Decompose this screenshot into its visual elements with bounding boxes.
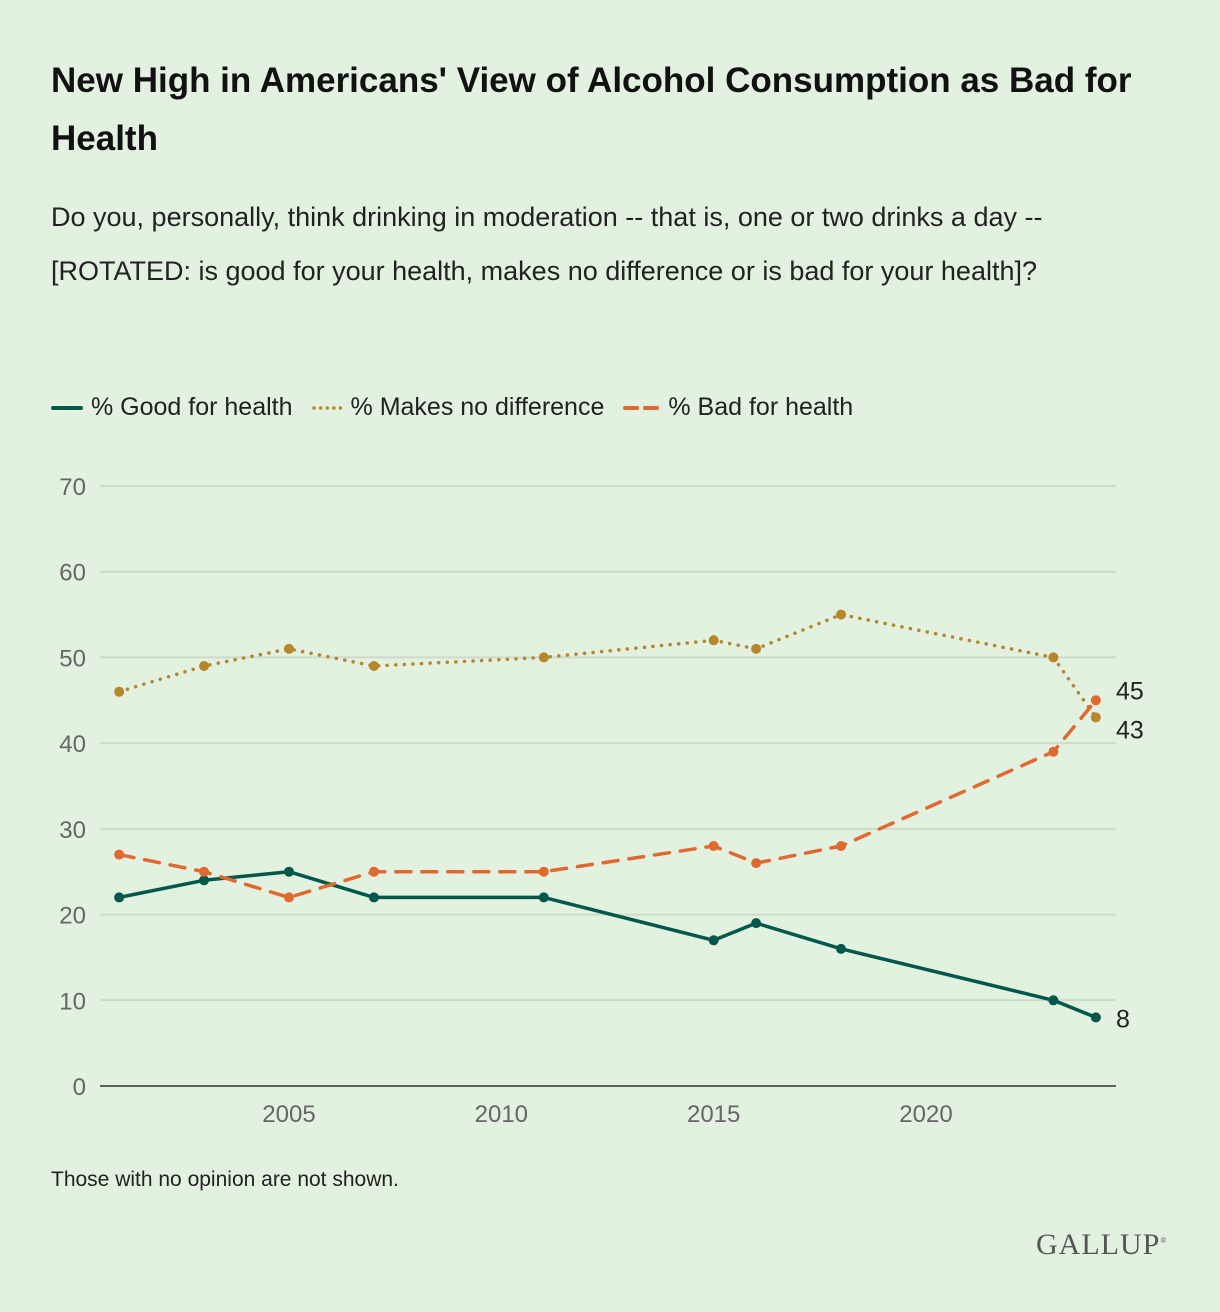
data-point-nodiff [1090, 712, 1101, 723]
y-tick-label: 70 [59, 474, 86, 501]
x-tick-label: 2015 [687, 1101, 740, 1128]
logo-text: GALLUP [1036, 1228, 1161, 1261]
data-point-nodiff [114, 686, 125, 697]
data-point-bad [199, 866, 210, 877]
legend-item-nodiff: % Makes no difference [311, 393, 605, 422]
legend-swatch-good [51, 405, 83, 410]
data-point-bad [751, 858, 762, 869]
data-point-nodiff [708, 635, 719, 646]
data-point-good [751, 918, 762, 929]
chart-title: New High in Americans' View of Alcohol C… [51, 61, 1132, 158]
data-point-nodiff [368, 661, 379, 671]
end-label-bad: 45 [1116, 677, 1144, 705]
data-point-good [538, 892, 549, 903]
chart-subtitle: Do you, personally, think drinking in mo… [51, 202, 1043, 286]
x-tick-label: 2010 [475, 1101, 528, 1128]
y-tick-label: 0 [73, 1074, 86, 1101]
data-point-good [368, 892, 379, 903]
data-point-bad [836, 841, 847, 851]
data-point-nodiff [836, 609, 847, 620]
series-line-good [117, 869, 1098, 1020]
data-point-good [1090, 1012, 1101, 1023]
data-point-nodiff [284, 643, 294, 654]
legend-item-bad: % Bad for health [622, 393, 853, 422]
data-point-good [708, 935, 719, 946]
series-line-bad [117, 698, 1098, 900]
end-label-good: 8 [1116, 1005, 1130, 1033]
legend-swatch-nodiff [311, 405, 343, 410]
y-tick-label: 60 [59, 560, 86, 587]
legend: % Good for health % Makes no difference … [51, 393, 871, 422]
legend-label-good: % Good for health [91, 393, 293, 421]
data-point-nodiff [1048, 652, 1059, 663]
legend-label-bad: % Bad for health [668, 393, 854, 421]
legend-label-nodiff: % Makes no difference [350, 393, 605, 421]
x-tick-label: 2005 [262, 1101, 315, 1128]
y-tick-label: 40 [59, 731, 86, 758]
end-label-nodiff: 43 [1116, 716, 1144, 744]
data-point-bad [1090, 695, 1101, 706]
y-tick-label: 10 [59, 988, 86, 1015]
series-line-nodiff [117, 612, 1098, 720]
x-tick-label: 2020 [899, 1101, 952, 1128]
data-point-good [1048, 995, 1059, 1006]
registered-mark: ® [1160, 1236, 1168, 1245]
data-point-bad [1048, 746, 1059, 757]
y-tick-label: 30 [59, 817, 86, 844]
data-point-bad [368, 866, 379, 877]
data-point-bad [284, 892, 294, 903]
data-point-bad [538, 866, 549, 877]
line-chart: 0 10 20 30 40 50 60 70 2005 2010 2015 2020 8 43 45 [59, 474, 1144, 1128]
gallup-logo: GALLUP® [1036, 1228, 1167, 1262]
data-point-bad [708, 841, 719, 851]
data-point-good [199, 875, 210, 886]
data-point-nodiff [751, 643, 762, 654]
data-point-nodiff [538, 652, 549, 663]
y-tick-label: 20 [59, 903, 86, 930]
data-point-bad [114, 849, 125, 860]
data-point-good [114, 892, 125, 903]
data-point-good [836, 943, 847, 954]
legend-item-good: % Good for health [51, 393, 293, 422]
y-tick-label: 50 [59, 645, 86, 672]
data-point-nodiff [199, 661, 210, 671]
footnote: Those with no opinion are not shown. [51, 1168, 399, 1191]
data-point-good [284, 866, 294, 877]
legend-swatch-bad [623, 405, 661, 410]
